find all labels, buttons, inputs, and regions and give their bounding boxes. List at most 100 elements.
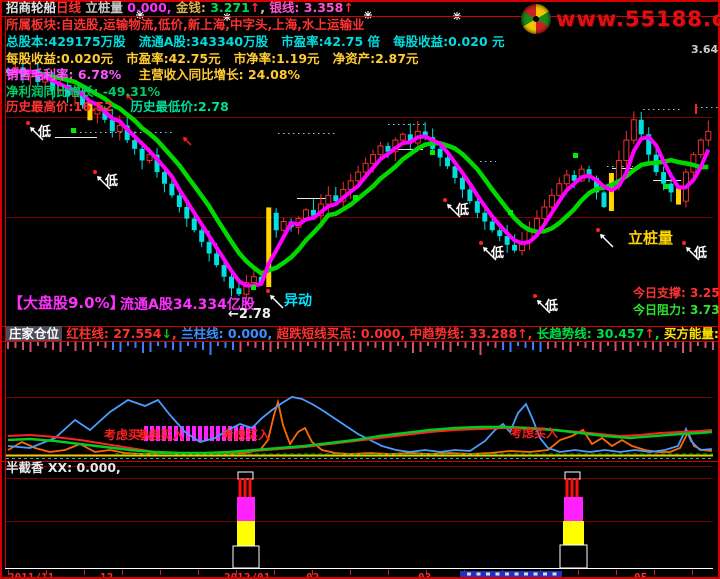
- pointer-arrowhead-icon: [447, 204, 452, 209]
- date-axis-label: 05: [634, 571, 647, 579]
- info-row-7: 历史最高价:16.52 历史最低价:2.78: [6, 100, 229, 114]
- info-segment: 每股收益:0.020元 市盈率:42.75元 市净率:1.19元 净资产:2.8…: [6, 51, 419, 66]
- pointer-arrowhead-icon: [97, 176, 102, 181]
- info-segment: ↑: [343, 0, 354, 15]
- signal-top-box: [237, 471, 254, 480]
- support-resistance-label: 今日支撑: 3.25: [633, 286, 720, 300]
- indicator-value: 超跌短线买点: 0.000,: [276, 326, 410, 341]
- red-dot-marker: [93, 170, 97, 174]
- info-row-2: 所属板块:自选股,运输物流,低价,新上海,中字头,上海,水上运输业: [6, 18, 365, 32]
- pointer-arrow-icon: [98, 177, 111, 190]
- signal-yellow-block: [563, 521, 584, 545]
- ma-slow-line: [7, 68, 709, 276]
- indicator-value: 红柱线: 27.554: [62, 326, 162, 341]
- chart-text-label: 考虑买入: [222, 428, 271, 442]
- cursor-date-glyph: [476, 572, 481, 576]
- date-axis-label: 12: [100, 571, 113, 579]
- pointer-arrow-icon: [31, 128, 44, 141]
- indicator-value: XX: 0.000,: [47, 460, 121, 475]
- signal-square-marker: [71, 128, 76, 133]
- info-segment: 银线:: [269, 0, 304, 15]
- info-segment: 3.271: [210, 0, 250, 15]
- info-segment: 所属板块:自选股,运输物流,低价,新上海,中字头,上海,水上运输业: [6, 17, 365, 32]
- cursor-date-glyph: [486, 572, 490, 576]
- red-dot-marker: [682, 241, 686, 245]
- pointer-arrow-icon: [271, 296, 284, 309]
- indicator-value: 买方能量: 0.000: [663, 326, 719, 341]
- info-segment: 金钱:: [175, 0, 211, 15]
- pinwheel-logo-icon: [521, 4, 551, 34]
- pointer-arrowhead-icon: [537, 300, 542, 305]
- date-axis-label: 03: [418, 571, 431, 579]
- ma-fast-line: [7, 68, 711, 288]
- pointer-arrow-icon: [448, 205, 461, 218]
- annotation-low-label: 低: [694, 246, 708, 261]
- indicator-value: 中趋势线: 33.288↑: [409, 326, 528, 341]
- chart-text-label: 流通A股34.334亿股: [120, 297, 255, 313]
- info-segment: 立桩量: [81, 0, 128, 15]
- indicator-name[interactable]: 庄家仓位: [6, 326, 63, 341]
- date-axis-label: 02: [306, 571, 319, 579]
- signal-square-marker: [664, 184, 669, 189]
- green-trend-line: [7, 425, 713, 455]
- cursor-date-glyph: [505, 572, 509, 576]
- banzhexiang-indicator-header: 半截香 XX: 0.000,: [6, 461, 121, 475]
- signal-magenta-block: [564, 497, 583, 521]
- banker-position-indicator-header: 庄家仓位 红柱线: 27.554↓, 兰柱线: 0.000, 超跌短线买点: 0…: [6, 326, 720, 341]
- info-segment: 0.000,: [127, 0, 176, 15]
- annotation-mark-label: 立桩量: [628, 229, 674, 247]
- cursor-date-box: [460, 571, 562, 579]
- price-axis-label: 3.64: [691, 43, 719, 56]
- info-segment: ↑: [249, 0, 261, 15]
- info-row-3: 总股本:429175万股 流通A股:343340万股 市盈率:42.75 倍 每…: [6, 35, 505, 49]
- info-segment: 日线: [56, 0, 82, 15]
- indicator-value: ↓: [161, 326, 172, 341]
- signal-magenta-block: [237, 497, 255, 521]
- signal-square-marker: [508, 210, 513, 215]
- pointer-arrow-icon: [687, 248, 700, 261]
- pointer-arrowhead-icon: [600, 234, 605, 239]
- chart-text-label: 考虑买入: [136, 428, 185, 442]
- red-dot-marker: [596, 228, 600, 232]
- signal-bottom-box: [232, 545, 260, 569]
- annotation-low-label: 低: [545, 299, 559, 314]
- watermark-logo: www.55188.com: [521, 4, 720, 34]
- chart-text-label: ←2.78: [228, 307, 271, 322]
- red-dot-marker: [533, 294, 537, 298]
- watermark-url: www.55188.com: [556, 7, 720, 31]
- info-row-6: 净利润同比增长: -49.31%: [6, 85, 160, 99]
- cursor-date-glyph: [524, 572, 528, 576]
- annotation-low-label: 低: [491, 246, 505, 261]
- indicator-value: ,: [171, 326, 182, 341]
- pointer-arrow-icon: [538, 301, 551, 314]
- cursor-date-glyph: [543, 572, 547, 576]
- red-dot-marker: [26, 121, 30, 125]
- red-dot-marker: [479, 241, 483, 245]
- pointer-arrow-icon: [601, 235, 614, 248]
- cursor-date-glyph: [514, 572, 519, 576]
- info-segment: 主营收入同比增长: 24.08%: [121, 67, 301, 82]
- info-row-4: 每股收益:0.020元 市盈率:42.75元 市净率:1.19元 净资产:2.8…: [6, 52, 418, 66]
- date-axis-label: 2011/11: [8, 571, 55, 579]
- indicator-value: ↑: [644, 326, 655, 341]
- pointer-arrowhead-icon: [686, 247, 691, 252]
- info-segment: 总股本:429175万股 流通A股:343340万股 市盈率:42.75 倍 每…: [6, 34, 505, 49]
- info-segment: 历史最低价:2.78: [113, 99, 229, 114]
- pointer-arrowhead-icon: [30, 127, 35, 132]
- indicator-value: 兰柱线: 0.000,: [181, 326, 277, 341]
- indicator-name[interactable]: 半截香: [6, 460, 48, 475]
- pointer-arrowhead-icon: [183, 137, 188, 142]
- cursor-date-glyph: [533, 572, 538, 576]
- indicator-value: ,: [527, 326, 537, 341]
- chart-text-label: 考虑买入: [510, 426, 559, 440]
- chart-text-label: 考虑买入: [104, 428, 153, 442]
- red-dot-marker: [266, 289, 270, 293]
- pointer-arrowhead-icon: [483, 247, 488, 252]
- indicator-value: ,: [654, 326, 664, 341]
- cursor-date-glyph: [552, 572, 557, 576]
- cursor-date-glyph: [467, 572, 471, 576]
- signal-bottom-box: [559, 544, 588, 569]
- pointer-arrow-icon: [484, 248, 497, 261]
